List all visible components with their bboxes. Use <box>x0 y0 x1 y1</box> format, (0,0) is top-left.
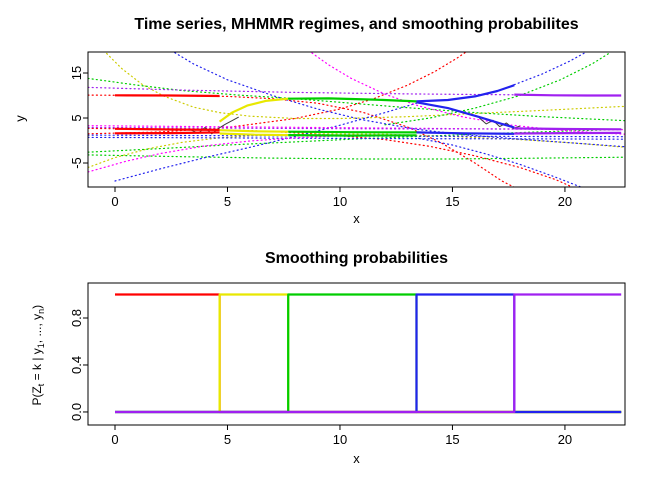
plot-box-1 <box>87 282 626 426</box>
series-yellow-mean-1 <box>218 97 289 123</box>
series-red-mean-2 <box>114 127 220 131</box>
series-magenta-extrap-1 <box>88 125 625 131</box>
series-purple-mean-1 <box>514 93 622 97</box>
top-xaxis-label: x <box>353 211 360 226</box>
series-purple-mean-2 <box>514 127 622 131</box>
series-prob-regime-1 <box>115 293 622 414</box>
plot-box-0 <box>87 51 626 188</box>
bottom-panel-title: Smoothing probabilities <box>264 250 449 267</box>
series-blue-extrap-1 <box>172 52 625 148</box>
x-tick-label: 5 <box>224 432 231 447</box>
series-purple-extrap-1 <box>88 86 515 96</box>
bottom-yaxis-label: P(Zt = k | y1, ..., yn) <box>29 304 47 406</box>
series-prob-regime-2 <box>115 293 622 414</box>
panel-series-group-0 <box>88 52 625 187</box>
y-tick-label: 0.8 <box>69 309 84 327</box>
series-blue-extrap-3 <box>513 52 588 86</box>
y-tick-label: 15 <box>69 66 84 80</box>
series-prob-regime-4 <box>115 293 622 414</box>
series-yellow-extrap-1 <box>104 52 625 120</box>
x-tick-label: 0 <box>111 432 118 447</box>
series-prob-regime-3 <box>115 293 622 414</box>
y-tick-label: 0.0 <box>69 403 84 421</box>
x-tick-label: 20 <box>558 194 572 209</box>
x-tick-label: 15 <box>445 432 459 447</box>
series-green-extrap-1 <box>88 128 625 153</box>
series-series-noise-2 <box>479 117 521 129</box>
x-tick-label: 0 <box>111 194 118 209</box>
series-magenta-extrap-3 <box>88 135 330 173</box>
x-tick-label: 15 <box>445 194 459 209</box>
series-blue-mean-3 <box>416 131 515 135</box>
top-panel-title: Time series, MHMMR regimes, and smoothin… <box>134 16 579 33</box>
y-tick-label: -5 <box>69 157 84 169</box>
series-blue-mean-2 <box>416 101 515 129</box>
top-yaxis-label: y <box>12 115 28 122</box>
series-magenta-extrap-2 <box>309 52 625 135</box>
series-red-mean-3 <box>114 131 220 135</box>
bottom-xaxis-label: x <box>353 451 360 466</box>
series-green-mean-3 <box>288 134 417 137</box>
series-green-mean-1 <box>288 97 417 103</box>
series-blue-mean-1 <box>416 84 515 103</box>
panel-series-group-1 <box>115 293 622 414</box>
series-green-extrap-2 <box>88 77 625 122</box>
y-tick-label: 5 <box>69 114 84 121</box>
x-tick-label: 20 <box>558 432 572 447</box>
y-tick-label: 0.4 <box>69 356 84 374</box>
x-tick-label: 5 <box>224 194 231 209</box>
x-tick-label: 10 <box>333 432 347 447</box>
series-prob-regime-5 <box>115 293 622 414</box>
series-red-extrap-2 <box>88 127 574 187</box>
series-yellow-mean-2 <box>219 129 289 133</box>
series-purple-mean-3 <box>514 131 622 135</box>
series-purple-extrap-2 <box>88 126 515 130</box>
series-green-mean-2 <box>288 130 417 134</box>
series-blue-extrap-2 <box>114 102 418 182</box>
x-tick-label: 10 <box>333 194 347 209</box>
series-blue-extrap-4 <box>88 136 625 140</box>
series-yellow-mean-3 <box>219 132 289 137</box>
series-red-mean-1 <box>114 94 220 98</box>
series-green-extrap-3 <box>88 154 625 160</box>
